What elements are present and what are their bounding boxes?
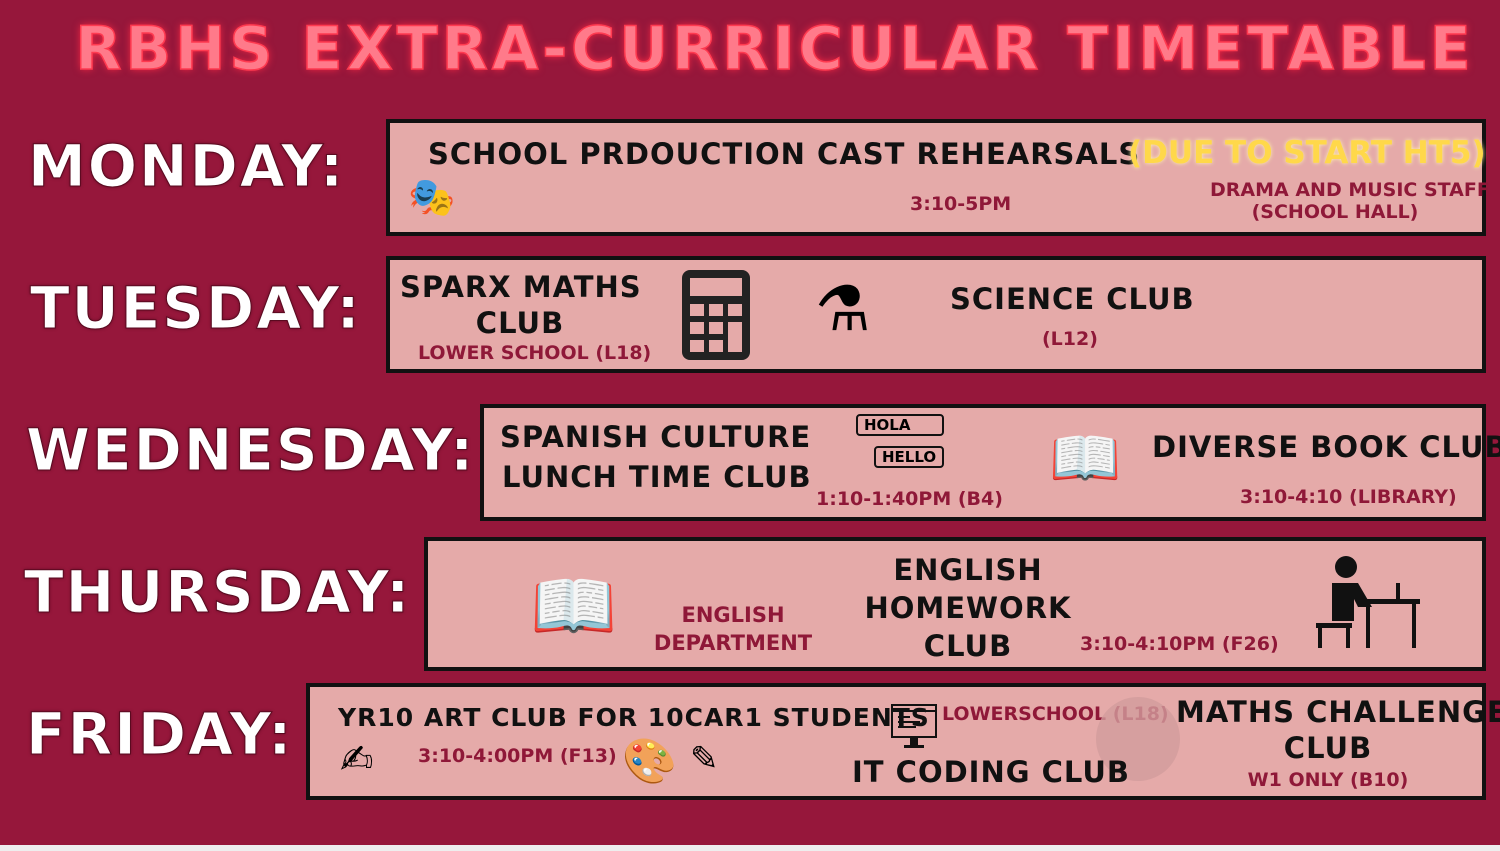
- computer-code-icon: [891, 704, 937, 748]
- book-club-time: 3:10-4:10 (LIBRARY): [1240, 486, 1457, 508]
- theatre-masks-icon: 🎭: [408, 175, 456, 219]
- science-name: SCIENCE CLUB: [950, 282, 1195, 316]
- day-tuesday: TUESDAY:: [30, 274, 362, 343]
- day-thursday: THURSDAY:: [23, 558, 412, 627]
- hello-label: HELLO: [874, 446, 945, 468]
- english-department-2: DEPARTMENT: [653, 631, 813, 655]
- sparx-location: LOWER SCHOOL (L18): [418, 342, 652, 364]
- spanish-time: 1:10-1:40PM (B4): [816, 488, 1003, 510]
- sparx-name: SPARX MATHS: [400, 270, 642, 304]
- book-club-name: DIVERSE BOOK CLUB: [1152, 430, 1500, 464]
- monday-staff: DRAMA AND MUSIC STAFF: [1210, 179, 1490, 201]
- coding-collage-icon: [1096, 697, 1180, 781]
- calculator-icon: [682, 270, 750, 360]
- wednesday-box: SPANISH CULTURE LUNCH TIME CLUB HOLA HEL…: [480, 404, 1500, 521]
- thursday-box: 📖 ENGLISH DEPARTMENT ENGLISH HOMEWORK CL…: [424, 537, 1486, 671]
- monday-location: (SCHOOL HALL): [1251, 201, 1419, 223]
- monday-event: SCHOOL PRDOUCTION CAST REHEARSALS: [428, 137, 1141, 171]
- science-location: (L12): [1042, 328, 1098, 350]
- palette-icon: 🎨: [622, 736, 677, 787]
- english-department: ENGLISH: [681, 603, 785, 627]
- coding-name: IT CODING CLUB: [852, 755, 1131, 789]
- day-monday: MONDAY:: [27, 132, 346, 201]
- art-tools-icon: ✎: [690, 739, 719, 779]
- maths-challenge-name-2: CLUB: [1283, 731, 1373, 765]
- monday-time: 3:10-5PM: [910, 193, 1012, 215]
- friday-box: YR10 ART CLUB FOR 10CAR1 STUDENTS ✍ 3:10…: [306, 683, 1500, 800]
- monday-box: SCHOOL PRDOUCTION CAST REHEARSALS (DUE T…: [386, 119, 1490, 236]
- poster-title: RBHS EXTRA-CURRICULAR TIMETABLE: [74, 13, 1475, 85]
- art-club-time: 3:10-4:00PM (F13): [418, 745, 617, 767]
- spanish-name: SPANISH CULTURE: [500, 420, 812, 454]
- spanish-name-2: LUNCH TIME CLUB: [502, 460, 812, 494]
- drawing-hand-icon: ✍: [340, 737, 374, 783]
- sparx-name-2: CLUB: [475, 306, 565, 340]
- homework-name-2: HOMEWORK: [864, 591, 1072, 625]
- flasks-icon: ⚗: [815, 272, 871, 345]
- art-club-name: YR10 ART CLUB FOR 10CAR1 STUDENTS: [338, 703, 930, 732]
- day-friday: FRIDAY:: [26, 700, 294, 769]
- open-book-flowers-icon: 📖: [1049, 424, 1122, 492]
- maths-challenge-name: MATHS CHALLENGE: [1176, 695, 1500, 729]
- homework-name-3: CLUB: [923, 629, 1013, 663]
- monday-note: (DUE TO START HT5): [1128, 135, 1486, 171]
- tuesday-box: SPARX MATHS CLUB LOWER SCHOOL (L18) ⚗ SC…: [386, 256, 1486, 373]
- student-desk-icon: [1316, 556, 1420, 648]
- hola-label: HOLA: [856, 414, 945, 436]
- day-wednesday: WEDNESDAY:: [25, 416, 476, 485]
- hola-hello-icon: HOLA HELLO: [856, 414, 945, 468]
- homework-name: ENGLISH: [893, 553, 1043, 587]
- homework-time: 3:10-4:10PM (F26): [1080, 633, 1279, 655]
- maths-challenge-location: W1 ONLY (B10): [1247, 769, 1409, 791]
- book-pen-icon: 📖: [530, 565, 618, 647]
